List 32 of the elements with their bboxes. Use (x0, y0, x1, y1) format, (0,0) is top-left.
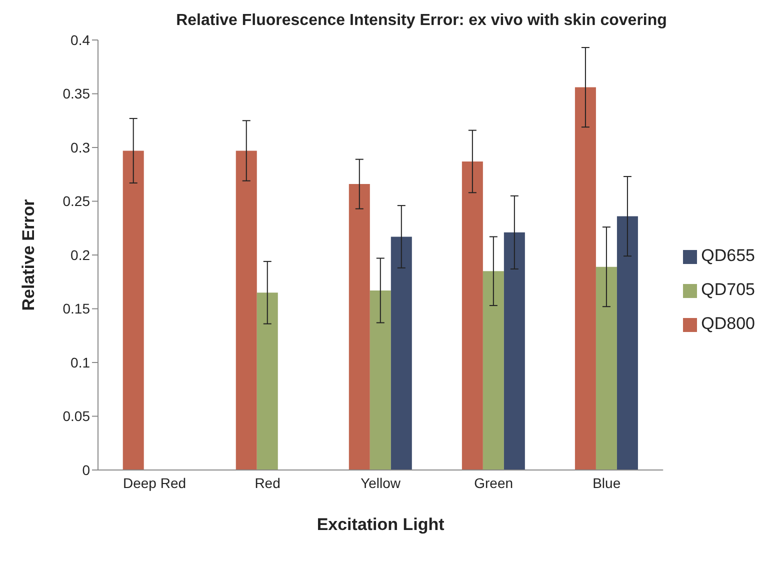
bar (122, 150, 144, 470)
y-tick-label: 0 (82, 462, 90, 478)
bar (596, 266, 617, 470)
legend-label: QD655 (701, 246, 755, 265)
y-tick-label: 0.1 (70, 354, 90, 370)
bar (348, 184, 370, 470)
y-axis-title: Relative Error (19, 198, 38, 311)
bar (504, 232, 525, 470)
bar (462, 161, 483, 470)
bar (390, 236, 412, 470)
x-tick-label: Deep Red (122, 474, 186, 491)
y-tick-label: 0.2 (70, 246, 90, 263)
y-tick-label: 0.3 (70, 139, 90, 156)
bar (256, 292, 278, 470)
x-tick-label: Blue (592, 474, 621, 491)
y-tick-label: 0.25 (62, 193, 90, 210)
x-axis-title: Excitation Light (316, 515, 445, 534)
bar (616, 216, 638, 470)
y-tick-label: 0.05 (62, 408, 90, 424)
legend-label: QD705 (701, 280, 755, 299)
bar (482, 271, 504, 470)
legend-label: QD800 (701, 314, 755, 333)
x-tick-label: Yellow (360, 474, 402, 491)
y-tick-label: 0.4 (70, 32, 90, 48)
y-tick-label: 0.15 (62, 300, 90, 317)
y-tick-label: 0.35 (62, 86, 90, 102)
bar (370, 290, 391, 470)
chart-title: Relative Fluorescence Intensity Error: ex vivo with skin covering (175, 11, 668, 30)
x-tick-label: Green (474, 474, 514, 491)
x-tick-label: Red (254, 474, 280, 491)
bar (574, 87, 596, 470)
bar (236, 150, 257, 470)
